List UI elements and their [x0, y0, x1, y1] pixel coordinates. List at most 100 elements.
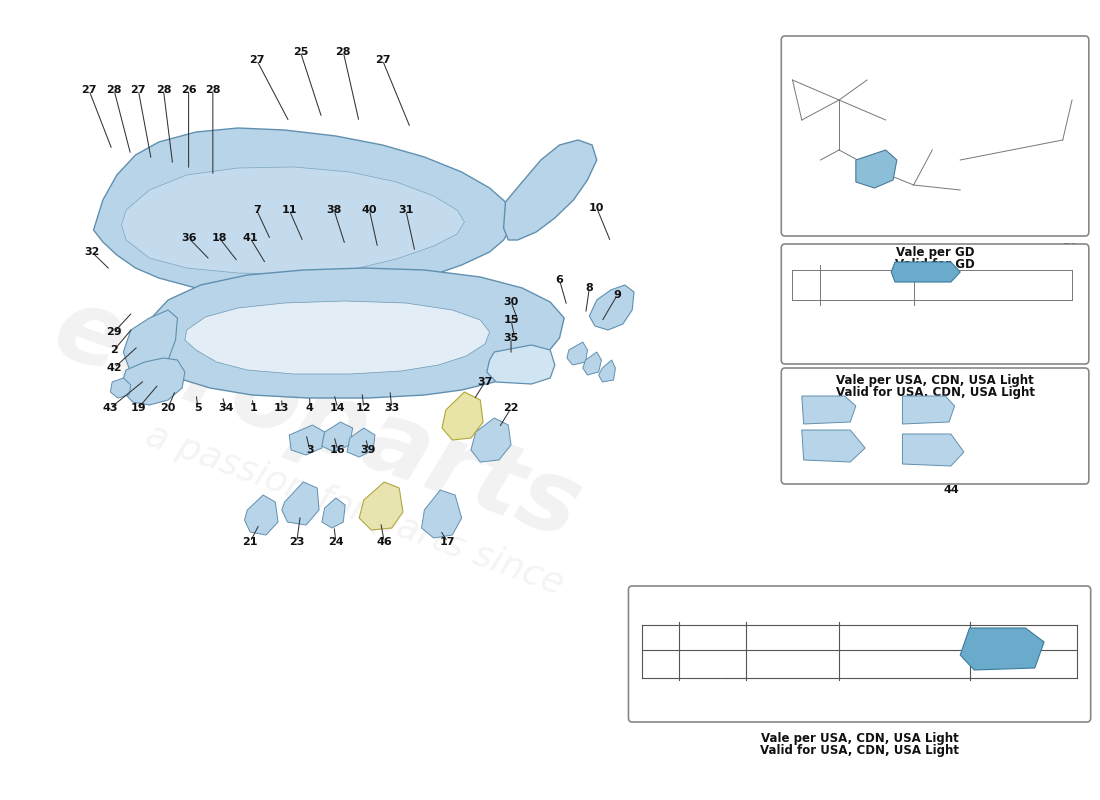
Text: 4: 4: [306, 403, 313, 413]
Text: 46: 46: [376, 537, 393, 547]
Text: 35: 35: [504, 333, 519, 343]
Text: 11: 11: [282, 205, 297, 215]
Text: 44: 44: [943, 485, 959, 495]
Text: 28: 28: [336, 47, 351, 57]
Text: 26: 26: [180, 85, 197, 95]
Polygon shape: [504, 140, 597, 240]
Text: 12: 12: [356, 403, 372, 413]
Text: 6: 6: [556, 275, 563, 285]
Text: Valid for GD: Valid for GD: [895, 258, 975, 271]
Text: 9: 9: [614, 290, 622, 300]
Polygon shape: [110, 378, 131, 398]
Text: 43: 43: [102, 403, 118, 413]
Text: 54: 54: [638, 625, 653, 635]
Polygon shape: [123, 310, 177, 375]
Text: 27: 27: [131, 85, 146, 95]
Text: a passion for parts since: a passion for parts since: [141, 418, 568, 602]
Polygon shape: [471, 418, 512, 462]
Text: 19: 19: [131, 403, 146, 413]
Text: 36: 36: [180, 233, 197, 243]
Polygon shape: [802, 396, 856, 424]
Text: 51: 51: [794, 270, 810, 280]
Text: 30: 30: [504, 297, 519, 307]
Text: 32: 32: [84, 247, 99, 257]
Text: 27: 27: [81, 85, 97, 95]
Text: 49: 49: [1063, 263, 1078, 273]
Polygon shape: [244, 495, 278, 535]
Text: 25: 25: [293, 47, 308, 57]
Text: 10: 10: [590, 203, 605, 213]
Text: 37: 37: [477, 377, 493, 387]
Polygon shape: [960, 628, 1044, 670]
Polygon shape: [289, 425, 324, 455]
Text: 28: 28: [107, 85, 122, 95]
Text: 16: 16: [330, 445, 345, 455]
Polygon shape: [902, 396, 955, 424]
Polygon shape: [442, 392, 483, 440]
Text: 56: 56: [638, 661, 653, 671]
Text: Vale per USA, CDN, USA Light: Vale per USA, CDN, USA Light: [761, 732, 958, 745]
FancyBboxPatch shape: [781, 368, 1089, 484]
Text: 52: 52: [1076, 617, 1091, 627]
Text: 23: 23: [289, 537, 305, 547]
Text: 18: 18: [211, 233, 227, 243]
Polygon shape: [121, 358, 185, 405]
Polygon shape: [346, 428, 375, 457]
Text: europarts: europarts: [41, 280, 594, 560]
Text: 24: 24: [328, 537, 343, 547]
Polygon shape: [598, 360, 615, 382]
Text: Valid for USA, CDN, USA Light: Valid for USA, CDN, USA Light: [836, 386, 1035, 399]
Polygon shape: [856, 150, 896, 188]
Text: 31: 31: [398, 205, 414, 215]
Polygon shape: [94, 128, 513, 297]
Text: 2: 2: [1041, 135, 1048, 145]
Text: 50: 50: [1063, 243, 1078, 253]
Text: 42: 42: [107, 363, 122, 373]
Text: 8: 8: [585, 283, 593, 293]
Text: Vale per USA, CDN, USA Light: Vale per USA, CDN, USA Light: [836, 374, 1034, 387]
FancyBboxPatch shape: [781, 244, 1089, 364]
Text: 22: 22: [504, 403, 519, 413]
Text: Valid for USA, CDN, USA Light: Valid for USA, CDN, USA Light: [760, 744, 959, 757]
Text: 27: 27: [375, 55, 390, 65]
FancyBboxPatch shape: [781, 36, 1089, 236]
Text: 45: 45: [827, 37, 843, 47]
Polygon shape: [421, 490, 462, 538]
Text: 28: 28: [156, 85, 172, 95]
Polygon shape: [487, 345, 554, 384]
Text: 34: 34: [218, 403, 233, 413]
Text: 29: 29: [107, 327, 122, 337]
Polygon shape: [590, 285, 634, 330]
Polygon shape: [322, 422, 353, 452]
Text: 33: 33: [384, 403, 399, 413]
Text: 1: 1: [250, 403, 257, 413]
Polygon shape: [145, 268, 564, 398]
Text: 5: 5: [194, 403, 201, 413]
Text: 17: 17: [440, 537, 455, 547]
Text: Vale per GD: Vale per GD: [895, 246, 975, 259]
Text: 48: 48: [869, 37, 884, 47]
Text: 27: 27: [249, 55, 264, 65]
Polygon shape: [282, 482, 319, 525]
Polygon shape: [583, 352, 602, 375]
Polygon shape: [802, 430, 866, 462]
Text: 41: 41: [242, 233, 257, 243]
Text: 7: 7: [253, 205, 261, 215]
Text: 2: 2: [110, 345, 118, 355]
Text: 53: 53: [1076, 635, 1091, 645]
Polygon shape: [902, 434, 964, 466]
Text: 15: 15: [504, 315, 519, 325]
Text: 39: 39: [361, 445, 376, 455]
Polygon shape: [121, 167, 464, 274]
Polygon shape: [891, 262, 960, 282]
Text: 55: 55: [638, 643, 653, 653]
Polygon shape: [359, 482, 403, 530]
Polygon shape: [185, 301, 490, 374]
Text: 38: 38: [327, 205, 342, 215]
Text: 21: 21: [242, 537, 257, 547]
FancyBboxPatch shape: [628, 586, 1091, 722]
Text: 14: 14: [330, 403, 345, 413]
Polygon shape: [322, 498, 345, 528]
Text: 40: 40: [362, 205, 377, 215]
Text: 47: 47: [1069, 160, 1085, 170]
